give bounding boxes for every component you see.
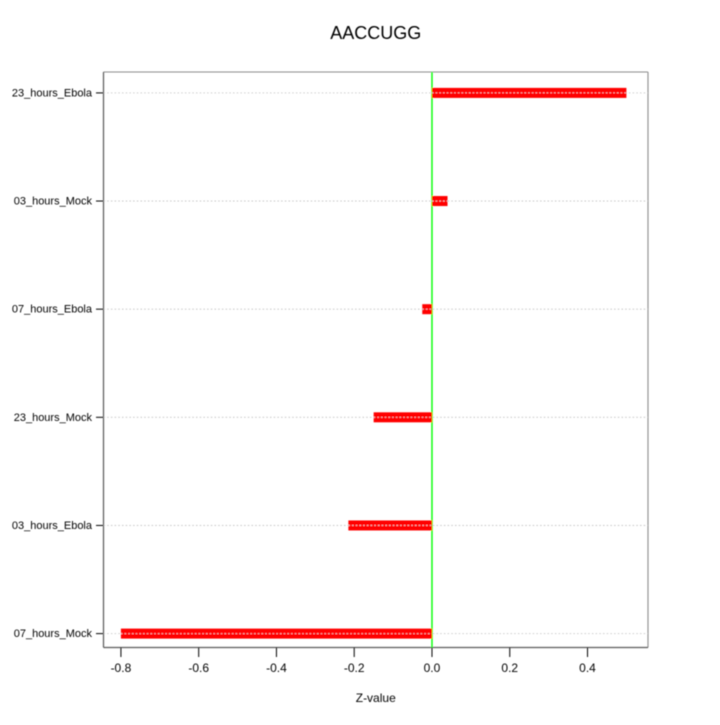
svg-text:-0.6: -0.6 <box>188 661 209 675</box>
svg-text:Z-value: Z-value <box>356 691 396 705</box>
svg-text:03_hours_Ebola: 03_hours_Ebola <box>12 520 93 532</box>
svg-text:0.4: 0.4 <box>579 661 596 675</box>
svg-text:0.0: 0.0 <box>424 661 441 675</box>
svg-text:07_hours_Ebola: 07_hours_Ebola <box>12 304 93 316</box>
svg-text:03_hours_Mock: 03_hours_Mock <box>14 196 93 208</box>
svg-text:0.2: 0.2 <box>501 661 518 675</box>
svg-text:-0.2: -0.2 <box>344 661 365 675</box>
svg-text:23_hours_Ebola: 23_hours_Ebola <box>12 87 93 99</box>
svg-text:23_hours_Mock: 23_hours_Mock <box>14 412 93 424</box>
svg-text:-0.4: -0.4 <box>266 661 287 675</box>
svg-text:-0.8: -0.8 <box>111 661 132 675</box>
svg-text:AACCUGG: AACCUGG <box>330 23 421 43</box>
svg-text:07_hours_Mock: 07_hours_Mock <box>14 628 93 640</box>
